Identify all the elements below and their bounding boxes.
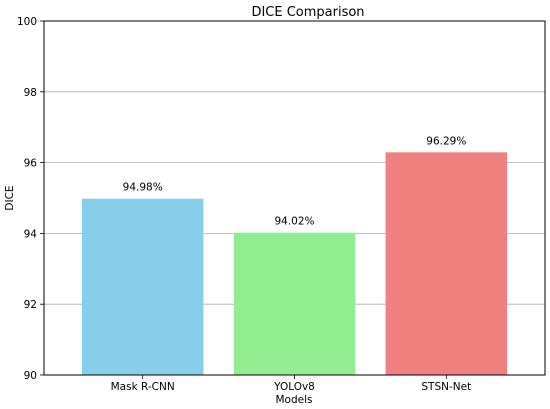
x-tick-label: STSN-Net: [421, 381, 471, 393]
y-tick-label: 94: [24, 228, 38, 240]
axis-layer: [40, 20, 546, 379]
y-axis-label: DICE: [4, 185, 16, 210]
chart-title: DICE Comparison: [251, 5, 364, 20]
y-tick-label: 96: [24, 158, 38, 170]
x-tick-label: YOLOv8: [273, 381, 315, 393]
bar-yolov8: [233, 232, 356, 375]
bar-mask-r-cnn: [81, 198, 204, 375]
y-tick-label: 98: [24, 87, 37, 99]
plot-frame: [43, 20, 546, 376]
bar-stsn-net: [385, 152, 508, 375]
x-axis-label: Models: [276, 394, 313, 406]
y-tick-label: 92: [24, 299, 37, 311]
bar-value-label: 94.98%: [123, 182, 163, 194]
bar-value-label: 94.02%: [274, 216, 314, 228]
bar-layer: [81, 152, 508, 375]
label-layer: 90 92 94 96 98 100 Mask R-CNN 94.98% YOLOv8 94.02…: [17, 16, 471, 393]
x-tick-label: Mask R-CNN: [111, 381, 175, 393]
y-tick-label: 90: [24, 370, 37, 382]
y-tick-label: 100: [17, 16, 37, 28]
bar-value-label: 96.29%: [426, 135, 466, 147]
